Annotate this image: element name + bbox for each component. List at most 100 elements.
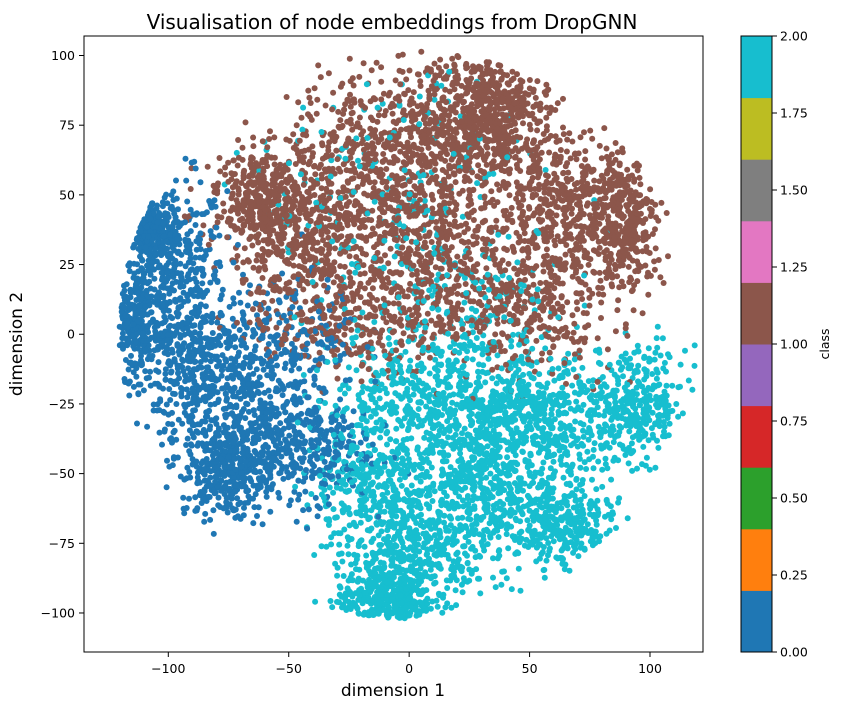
data-point bbox=[180, 289, 187, 296]
data-point bbox=[376, 395, 383, 402]
data-point bbox=[612, 266, 619, 273]
data-point bbox=[431, 96, 438, 103]
data-point bbox=[191, 275, 198, 282]
data-point bbox=[123, 281, 130, 288]
data-point bbox=[361, 285, 368, 292]
data-point bbox=[534, 286, 541, 293]
data-point bbox=[492, 224, 499, 231]
data-point bbox=[514, 71, 520, 78]
data-point bbox=[601, 249, 608, 256]
data-point bbox=[462, 281, 469, 287]
data-point bbox=[425, 144, 432, 151]
data-point bbox=[167, 397, 174, 403]
data-point bbox=[641, 353, 648, 360]
data-point bbox=[347, 605, 354, 612]
data-point bbox=[273, 385, 280, 392]
data-point bbox=[575, 553, 582, 560]
data-point bbox=[639, 310, 646, 317]
data-point bbox=[579, 364, 586, 371]
data-point bbox=[337, 353, 344, 359]
data-point bbox=[583, 466, 590, 472]
data-point bbox=[421, 197, 428, 204]
data-point bbox=[652, 245, 659, 252]
data-point bbox=[517, 587, 524, 594]
data-point bbox=[296, 395, 303, 402]
data-point bbox=[496, 186, 503, 193]
data-point bbox=[255, 239, 262, 246]
data-point bbox=[381, 563, 388, 570]
data-point bbox=[636, 174, 643, 181]
data-point bbox=[296, 282, 303, 289]
data-point bbox=[582, 148, 589, 155]
data-point bbox=[609, 414, 616, 421]
data-point bbox=[539, 350, 546, 357]
data-point bbox=[655, 257, 662, 263]
data-point bbox=[349, 340, 356, 347]
data-point bbox=[452, 431, 459, 438]
data-point bbox=[365, 366, 372, 373]
data-point bbox=[549, 370, 556, 377]
data-point bbox=[475, 368, 481, 375]
data-point bbox=[654, 369, 661, 376]
data-point bbox=[344, 542, 351, 549]
data-point bbox=[361, 299, 368, 306]
data-point bbox=[228, 355, 235, 362]
data-point bbox=[377, 257, 384, 264]
data-point bbox=[569, 312, 576, 319]
data-point bbox=[267, 474, 274, 481]
data-point bbox=[512, 145, 519, 152]
data-point bbox=[126, 268, 133, 275]
data-point bbox=[498, 581, 505, 588]
data-point bbox=[516, 341, 523, 348]
data-point bbox=[415, 406, 422, 412]
data-point bbox=[505, 233, 512, 240]
data-point bbox=[451, 62, 458, 69]
data-point bbox=[456, 493, 463, 500]
data-point bbox=[401, 167, 408, 174]
data-point bbox=[398, 199, 405, 206]
data-point bbox=[267, 393, 274, 400]
data-point bbox=[250, 520, 257, 527]
data-point bbox=[607, 240, 613, 247]
data-point bbox=[530, 140, 536, 146]
data-point bbox=[473, 324, 480, 331]
data-point bbox=[277, 420, 284, 427]
data-point bbox=[250, 264, 257, 271]
data-point bbox=[197, 254, 203, 261]
data-point bbox=[624, 332, 631, 339]
data-point bbox=[416, 258, 423, 265]
data-point bbox=[217, 342, 224, 349]
data-point bbox=[418, 517, 425, 524]
data-point bbox=[259, 138, 266, 145]
data-point bbox=[470, 233, 477, 240]
data-point bbox=[526, 370, 533, 377]
data-point bbox=[476, 575, 483, 582]
data-point bbox=[316, 505, 323, 512]
data-point bbox=[337, 386, 344, 393]
data-point bbox=[216, 155, 223, 161]
data-point bbox=[645, 437, 652, 444]
data-point bbox=[572, 418, 579, 425]
data-point bbox=[542, 167, 549, 173]
data-point bbox=[457, 113, 464, 120]
data-point bbox=[337, 584, 344, 591]
data-point bbox=[202, 510, 209, 517]
data-point bbox=[275, 489, 282, 496]
data-point bbox=[220, 200, 227, 207]
data-point bbox=[524, 517, 531, 524]
data-point bbox=[587, 127, 594, 134]
data-point bbox=[334, 598, 340, 605]
data-point bbox=[612, 328, 619, 335]
data-point bbox=[459, 589, 466, 596]
data-point bbox=[541, 411, 548, 418]
data-point bbox=[457, 522, 464, 529]
data-point bbox=[568, 335, 575, 342]
data-point bbox=[186, 495, 192, 502]
data-point bbox=[537, 304, 544, 311]
data-point bbox=[191, 378, 198, 385]
data-point bbox=[362, 152, 369, 159]
data-point bbox=[553, 212, 560, 219]
data-point bbox=[493, 462, 500, 468]
data-point bbox=[348, 261, 355, 267]
